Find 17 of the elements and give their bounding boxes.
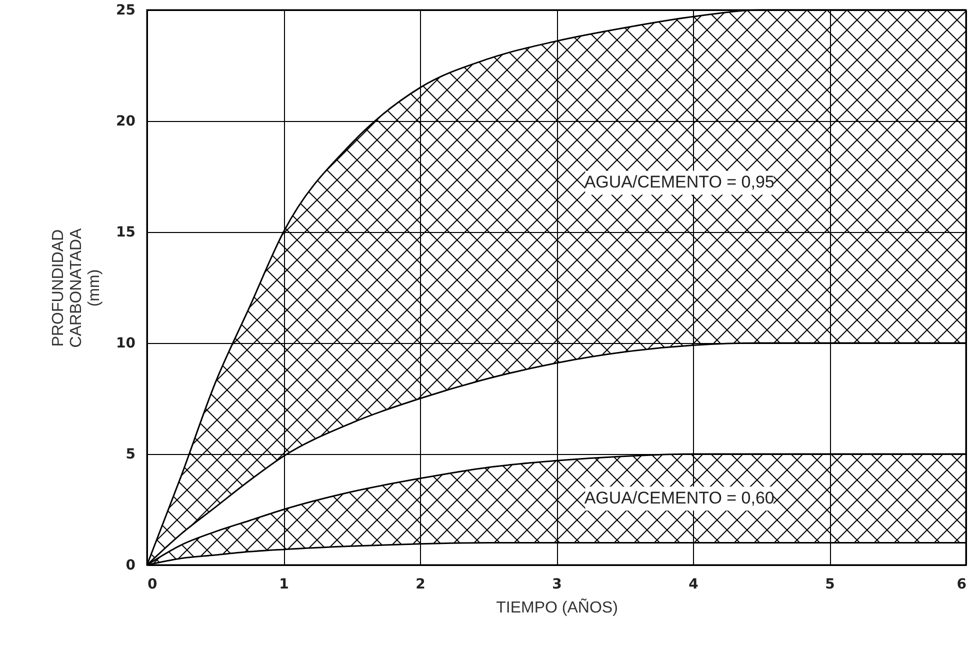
series-label: AGUA/CEMENTO = 0,95 — [584, 172, 774, 192]
y-tick-label: 5 — [126, 446, 136, 462]
x-tick-label: 5 — [825, 576, 835, 592]
x-axis-title: TIEMPO (AÑOS) — [496, 598, 618, 616]
y-tick-label: 25 — [116, 2, 136, 18]
y-tick-label: 10 — [116, 336, 136, 352]
x-tick-label: 0 — [148, 576, 158, 592]
y-tick-label: 15 — [116, 224, 136, 240]
x-tick-label: 4 — [688, 576, 699, 592]
y-tick-label: 0 — [126, 558, 136, 574]
x-tick-label: 3 — [552, 576, 562, 592]
x-tick-label: 2 — [416, 576, 426, 592]
x-tick-label: 6 — [956, 576, 966, 592]
x-tick-label: 1 — [279, 576, 289, 592]
series-label: AGUA/CEMENTO = 0,60 — [584, 488, 774, 508]
y-axis-title: PROFUNDIDAD CARBONATADA (mm) — [50, 228, 104, 348]
y-tick-label: 20 — [116, 114, 136, 130]
